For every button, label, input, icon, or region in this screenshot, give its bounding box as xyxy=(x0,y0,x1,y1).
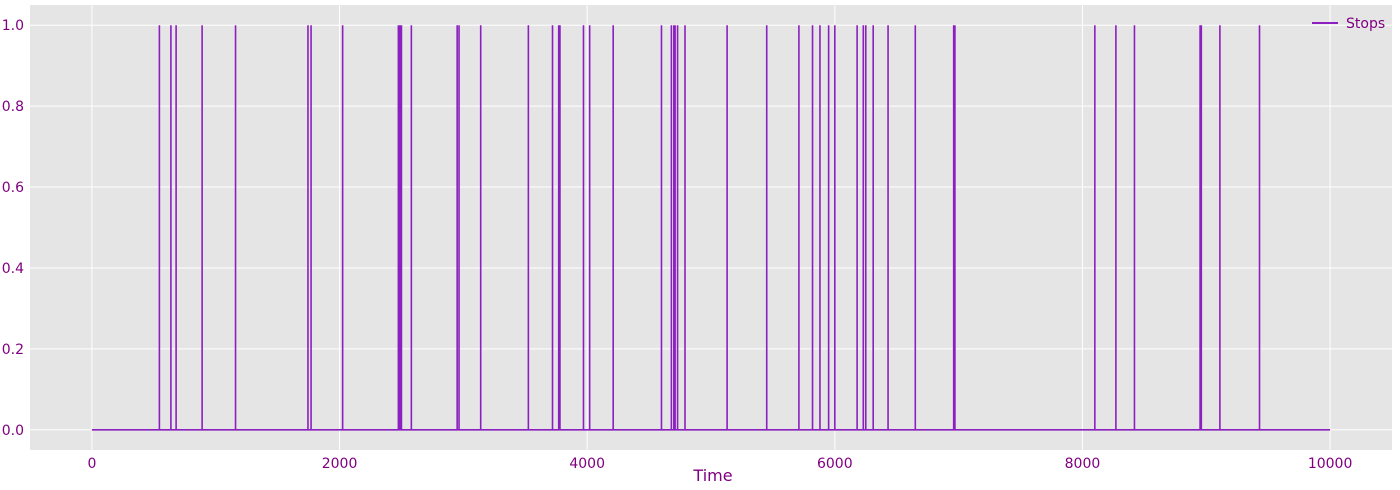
x-tick-label-3: 6000 xyxy=(817,456,853,472)
y-tick-label-3: 0.6 xyxy=(2,180,24,196)
x-axis-title: Time xyxy=(692,466,732,485)
x-tick-label-5: 10000 xyxy=(1308,456,1353,472)
x-tick-label-0: 0 xyxy=(87,456,96,472)
y-tick-label-1: 0.2 xyxy=(2,342,24,358)
x-tick-label-4: 8000 xyxy=(1065,456,1101,472)
plot-background xyxy=(30,5,1392,450)
x-tick-label-2: 4000 xyxy=(569,456,605,472)
y-tick-label-5: 1.0 xyxy=(2,18,24,34)
legend: Stops xyxy=(1312,16,1385,32)
y-tick-label-0: 0.0 xyxy=(2,423,24,439)
y-tick-label-2: 0.4 xyxy=(2,261,24,277)
y-ticks: 0.0 0.2 0.4 0.6 0.8 1.0 xyxy=(2,18,24,439)
y-tick-label-4: 0.8 xyxy=(2,99,24,115)
x-ticks: 0 2000 4000 6000 8000 10000 xyxy=(87,456,1352,472)
series-layer xyxy=(91,25,1331,431)
series-line-stops xyxy=(91,25,1331,431)
legend-label-stops: Stops xyxy=(1346,16,1385,32)
x-tick-label-1: 2000 xyxy=(322,456,358,472)
